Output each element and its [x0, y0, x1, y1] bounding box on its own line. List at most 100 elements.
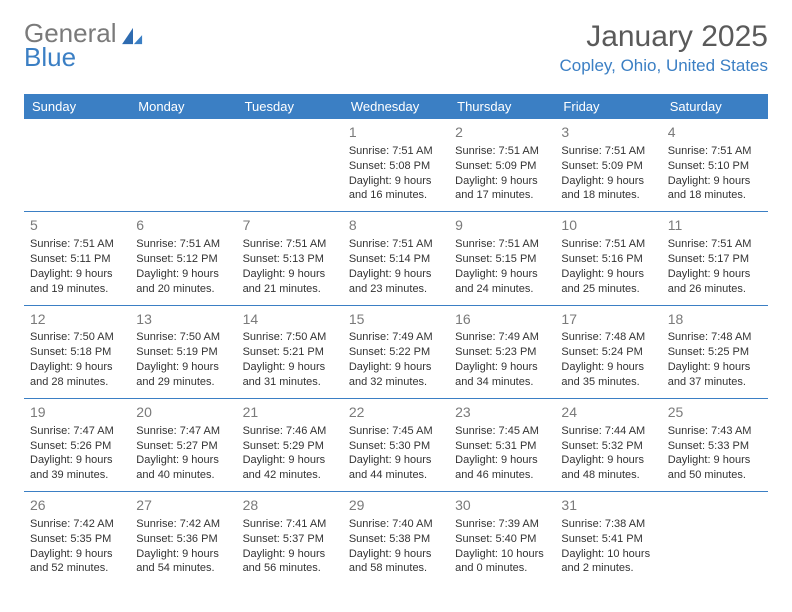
daylight-text: Daylight: 9 hours and 52 minutes.: [30, 547, 124, 577]
sunset-text: Sunset: 5:40 PM: [455, 532, 549, 547]
calendar-day: 22Sunrise: 7:45 AMSunset: 5:30 PMDayligh…: [343, 398, 449, 491]
sunset-text: Sunset: 5:31 PM: [455, 439, 549, 454]
sunrise-text: Sunrise: 7:51 AM: [668, 237, 762, 252]
sunset-text: Sunset: 5:26 PM: [30, 439, 124, 454]
logo: GeneralBlue: [24, 20, 146, 70]
day-number: 10: [561, 216, 655, 235]
day-number: 29: [349, 496, 443, 515]
calendar-day: 17Sunrise: 7:48 AMSunset: 5:24 PMDayligh…: [555, 305, 661, 398]
sunset-text: Sunset: 5:30 PM: [349, 439, 443, 454]
sunrise-text: Sunrise: 7:51 AM: [455, 144, 549, 159]
sunset-text: Sunset: 5:21 PM: [243, 345, 337, 360]
sunrise-text: Sunrise: 7:51 AM: [455, 237, 549, 252]
daylight-text: Daylight: 9 hours and 20 minutes.: [136, 267, 230, 297]
sunrise-text: Sunrise: 7:42 AM: [136, 517, 230, 532]
calendar-day: 23Sunrise: 7:45 AMSunset: 5:31 PMDayligh…: [449, 398, 555, 491]
calendar-empty: [662, 491, 768, 584]
sunset-text: Sunset: 5:10 PM: [668, 159, 762, 174]
sunrise-text: Sunrise: 7:51 AM: [668, 144, 762, 159]
sunrise-text: Sunrise: 7:47 AM: [136, 424, 230, 439]
day-number: 25: [668, 403, 762, 422]
calendar-day: 25Sunrise: 7:43 AMSunset: 5:33 PMDayligh…: [662, 398, 768, 491]
day-number: 22: [349, 403, 443, 422]
sunrise-text: Sunrise: 7:38 AM: [561, 517, 655, 532]
daylight-text: Daylight: 9 hours and 58 minutes.: [349, 547, 443, 577]
calendar-day: 9 Sunrise: 7:51 AMSunset: 5:15 PMDaylight…: [449, 211, 555, 304]
sunset-text: Sunset: 5:12 PM: [136, 252, 230, 267]
sunrise-text: Sunrise: 7:50 AM: [136, 330, 230, 345]
sunset-text: Sunset: 5:24 PM: [561, 345, 655, 360]
calendar-empty: [237, 119, 343, 211]
daylight-text: Daylight: 9 hours and 54 minutes.: [136, 547, 230, 577]
calendar-day: 10Sunrise: 7:51 AMSunset: 5:16 PMDayligh…: [555, 211, 661, 304]
daylight-text: Daylight: 9 hours and 25 minutes.: [561, 267, 655, 297]
header: GeneralBlue January 2025 Copley, Ohio, U…: [24, 20, 768, 76]
sunrise-text: Sunrise: 7:46 AM: [243, 424, 337, 439]
calendar-day: 20Sunrise: 7:47 AMSunset: 5:27 PMDayligh…: [130, 398, 236, 491]
sunrise-text: Sunrise: 7:51 AM: [30, 237, 124, 252]
calendar-day: 8 Sunrise: 7:51 AMSunset: 5:14 PMDaylight…: [343, 211, 449, 304]
daylight-text: Daylight: 9 hours and 23 minutes.: [349, 267, 443, 297]
sunrise-text: Sunrise: 7:48 AM: [668, 330, 762, 345]
daylight-text: Daylight: 9 hours and 21 minutes.: [243, 267, 337, 297]
daylight-text: Daylight: 9 hours and 32 minutes.: [349, 360, 443, 390]
sunrise-text: Sunrise: 7:47 AM: [30, 424, 124, 439]
calendar-day: 3Sunrise: 7:51 AMSunset: 5:09 PMDaylight…: [555, 119, 661, 211]
calendar-day: 13Sunrise: 7:50 AMSunset: 5:19 PMDayligh…: [130, 305, 236, 398]
sunrise-text: Sunrise: 7:45 AM: [349, 424, 443, 439]
sunset-text: Sunset: 5:09 PM: [561, 159, 655, 174]
calendar-day: 28Sunrise: 7:41 AMSunset: 5:37 PMDayligh…: [237, 491, 343, 584]
sunrise-text: Sunrise: 7:39 AM: [455, 517, 549, 532]
calendar-day: 15Sunrise: 7:49 AMSunset: 5:22 PMDayligh…: [343, 305, 449, 398]
calendar-day: 24Sunrise: 7:44 AMSunset: 5:32 PMDayligh…: [555, 398, 661, 491]
daylight-text: Daylight: 9 hours and 50 minutes.: [668, 453, 762, 483]
daylight-text: Daylight: 9 hours and 29 minutes.: [136, 360, 230, 390]
calendar-empty: [24, 119, 130, 211]
sunrise-text: Sunrise: 7:41 AM: [243, 517, 337, 532]
day-number: 27: [136, 496, 230, 515]
day-number: 6: [136, 216, 230, 235]
sunrise-text: Sunrise: 7:51 AM: [349, 237, 443, 252]
sunset-text: Sunset: 5:14 PM: [349, 252, 443, 267]
sunrise-text: Sunrise: 7:51 AM: [349, 144, 443, 159]
calendar-day: 2Sunrise: 7:51 AMSunset: 5:09 PMDaylight…: [449, 119, 555, 211]
daylight-text: Daylight: 9 hours and 24 minutes.: [455, 267, 549, 297]
calendar-day: 4Sunrise: 7:51 AMSunset: 5:10 PMDaylight…: [662, 119, 768, 211]
sunset-text: Sunset: 5:09 PM: [455, 159, 549, 174]
calendar-day: 26Sunrise: 7:42 AMSunset: 5:35 PMDayligh…: [24, 491, 130, 584]
sunrise-text: Sunrise: 7:49 AM: [455, 330, 549, 345]
calendar-day: 16Sunrise: 7:49 AMSunset: 5:23 PMDayligh…: [449, 305, 555, 398]
sunset-text: Sunset: 5:15 PM: [455, 252, 549, 267]
calendar-day: 18Sunrise: 7:48 AMSunset: 5:25 PMDayligh…: [662, 305, 768, 398]
daylight-text: Daylight: 9 hours and 56 minutes.: [243, 547, 337, 577]
day-number: 7: [243, 216, 337, 235]
daylight-text: Daylight: 9 hours and 46 minutes.: [455, 453, 549, 483]
day-number: 21: [243, 403, 337, 422]
calendar-day: 1Sunrise: 7:51 AMSunset: 5:08 PMDaylight…: [343, 119, 449, 211]
daylight-text: Daylight: 9 hours and 39 minutes.: [30, 453, 124, 483]
daylight-text: Daylight: 9 hours and 35 minutes.: [561, 360, 655, 390]
weekday-header: Friday: [555, 94, 661, 119]
daylight-text: Daylight: 9 hours and 40 minutes.: [136, 453, 230, 483]
daylight-text: Daylight: 9 hours and 42 minutes.: [243, 453, 337, 483]
sunrise-text: Sunrise: 7:51 AM: [243, 237, 337, 252]
daylight-text: Daylight: 9 hours and 37 minutes.: [668, 360, 762, 390]
day-number: 15: [349, 310, 443, 329]
day-number: 8: [349, 216, 443, 235]
day-number: 11: [668, 216, 762, 235]
weekday-header: Sunday: [24, 94, 130, 119]
calendar-day: 29Sunrise: 7:40 AMSunset: 5:38 PMDayligh…: [343, 491, 449, 584]
calendar-day: 27Sunrise: 7:42 AMSunset: 5:36 PMDayligh…: [130, 491, 236, 584]
sunset-text: Sunset: 5:08 PM: [349, 159, 443, 174]
calendar-day: 7Sunrise: 7:51 AMSunset: 5:13 PMDaylight…: [237, 211, 343, 304]
day-number: 18: [668, 310, 762, 329]
title-block: January 2025 Copley, Ohio, United States: [559, 20, 768, 76]
calendar-empty: [130, 119, 236, 211]
day-number: 13: [136, 310, 230, 329]
sunset-text: Sunset: 5:32 PM: [561, 439, 655, 454]
sunset-text: Sunset: 5:17 PM: [668, 252, 762, 267]
sunrise-text: Sunrise: 7:43 AM: [668, 424, 762, 439]
day-number: 9: [455, 216, 549, 235]
sunset-text: Sunset: 5:41 PM: [561, 532, 655, 547]
day-number: 2: [455, 123, 549, 142]
